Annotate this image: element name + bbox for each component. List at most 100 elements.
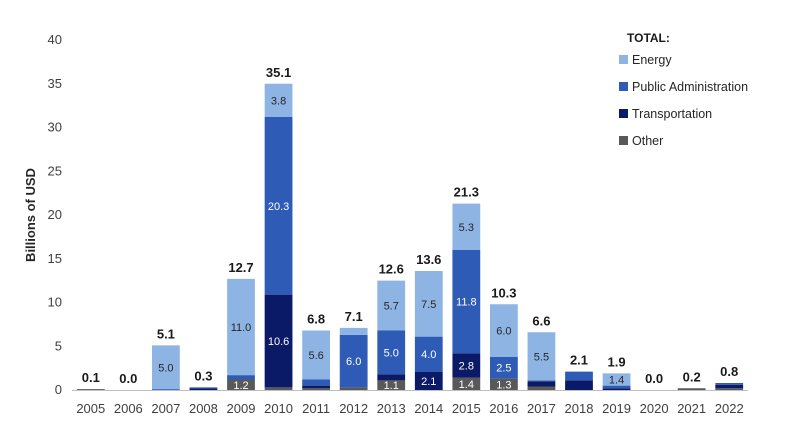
bar-segment <box>151 389 180 390</box>
bar-segment <box>452 353 481 378</box>
y-tick-label: 20 <box>48 207 62 222</box>
y-axis: 0 5 10 15 20 25 30 35 40 <box>48 32 62 397</box>
legend-swatch <box>619 82 628 91</box>
x-tick-label: 2022 <box>715 401 744 416</box>
bar-segment <box>377 330 406 375</box>
legend: TOTAL: Energy Public Administration Transp… <box>619 31 748 148</box>
segment-label: 1.4 <box>459 379 474 391</box>
bar-segment <box>414 336 443 372</box>
bar-segment <box>565 380 593 390</box>
segment-label: 1.1 <box>384 380 399 392</box>
total-label: 0.0 <box>645 371 663 386</box>
bar-segment <box>227 375 255 380</box>
bar-segment <box>377 380 406 390</box>
segment-label: 1.3 <box>496 379 511 391</box>
bar-segment <box>189 388 218 390</box>
bar-segment <box>264 294 293 388</box>
x-tick-label: 2013 <box>377 401 406 416</box>
total-label: 0.8 <box>720 364 738 379</box>
bar-segment <box>264 117 293 295</box>
bar-segment <box>227 379 255 390</box>
y-tick-label: 5 <box>55 338 62 353</box>
segment-label: 6.0 <box>496 326 511 338</box>
segment-label: 20.3 <box>268 201 289 213</box>
bar-segment <box>302 379 331 386</box>
bar-segment <box>489 304 518 357</box>
bar-segment <box>527 332 556 381</box>
y-tick-label: 15 <box>48 251 62 266</box>
bar-segment <box>527 381 556 387</box>
segment-label: 2.5 <box>496 363 511 375</box>
x-tick-label: 2008 <box>189 401 218 416</box>
x-tick-label: 2017 <box>527 401 556 416</box>
bar-segment <box>452 203 481 250</box>
bar-segment <box>302 385 331 389</box>
bar-segment <box>377 374 406 381</box>
bar-segment <box>76 389 105 390</box>
total-label: 35.1 <box>266 65 291 80</box>
total-label: 1.9 <box>608 354 626 369</box>
x-tick-label: 2020 <box>640 401 669 416</box>
bar-segment <box>602 385 631 389</box>
segment-label: 11.8 <box>456 297 477 309</box>
y-tick-label: 10 <box>48 295 62 310</box>
total-label: 6.8 <box>307 312 325 327</box>
total-label: 0.2 <box>683 369 701 384</box>
segment-label: 5.6 <box>308 350 323 362</box>
x-tick-label: 2011 <box>302 401 330 416</box>
bar-segment <box>264 387 293 390</box>
total-label: 0.1 <box>82 370 100 385</box>
y-tick-label: 0 <box>55 382 62 397</box>
bar-segment <box>527 380 556 382</box>
segment-label: 3.8 <box>271 95 286 107</box>
total-label: 10.3 <box>491 285 516 300</box>
bar-segment <box>527 386 556 390</box>
total-label: 12.7 <box>228 260 253 275</box>
bar-segment <box>602 373 631 386</box>
x-tick-label: 2019 <box>602 401 631 416</box>
bar-segment <box>339 387 368 390</box>
y-tick-label: 30 <box>48 120 62 135</box>
legend-swatch <box>619 136 628 145</box>
bar-segment <box>264 83 293 117</box>
segment-label: 5.5 <box>534 351 549 363</box>
x-tick-label: 2006 <box>114 401 143 416</box>
bar-segment <box>715 388 744 390</box>
bar-segment <box>565 371 593 381</box>
bar-segment <box>151 345 180 390</box>
y-tick-label: 25 <box>48 163 62 178</box>
segment-label: 4.0 <box>421 349 436 361</box>
segment-label: 1.2 <box>233 380 248 392</box>
bar-segment <box>452 250 481 354</box>
segment-label: 7.5 <box>421 299 436 311</box>
total-label: 7.1 <box>345 309 363 324</box>
bar-segment <box>715 383 744 385</box>
bar-segment <box>489 356 518 379</box>
segment-label: 5.7 <box>384 301 399 313</box>
x-tick-label: 2007 <box>151 401 180 416</box>
legend-label: Public Administration <box>632 80 748 94</box>
bar-segment <box>189 387 218 389</box>
segment-label: 2.8 <box>459 361 474 373</box>
x-tick-label: 2014 <box>414 401 443 416</box>
segment-label: 5.3 <box>459 222 474 234</box>
x-tick-label: 2018 <box>565 401 594 416</box>
legend-title: TOTAL: <box>627 31 670 45</box>
bar-segment <box>414 371 443 390</box>
legend-label: Other <box>632 134 663 148</box>
x-tick-label: 2016 <box>489 401 518 416</box>
total-label: 21.3 <box>454 185 479 200</box>
x-tick-label: 2009 <box>227 401 256 416</box>
legend-swatch <box>619 55 628 64</box>
segment-label: 5.0 <box>384 347 399 359</box>
x-tick-label: 2012 <box>339 401 368 416</box>
total-label: 2.1 <box>570 353 588 368</box>
bar-segment <box>227 278 255 376</box>
y-tick-label: 40 <box>48 32 62 47</box>
segment-label: 2.1 <box>421 376 436 388</box>
segment-label: 6.0 <box>346 356 361 368</box>
bar-segment <box>452 377 481 390</box>
x-tick-label: 2005 <box>76 401 105 416</box>
legend-swatch <box>619 109 628 118</box>
